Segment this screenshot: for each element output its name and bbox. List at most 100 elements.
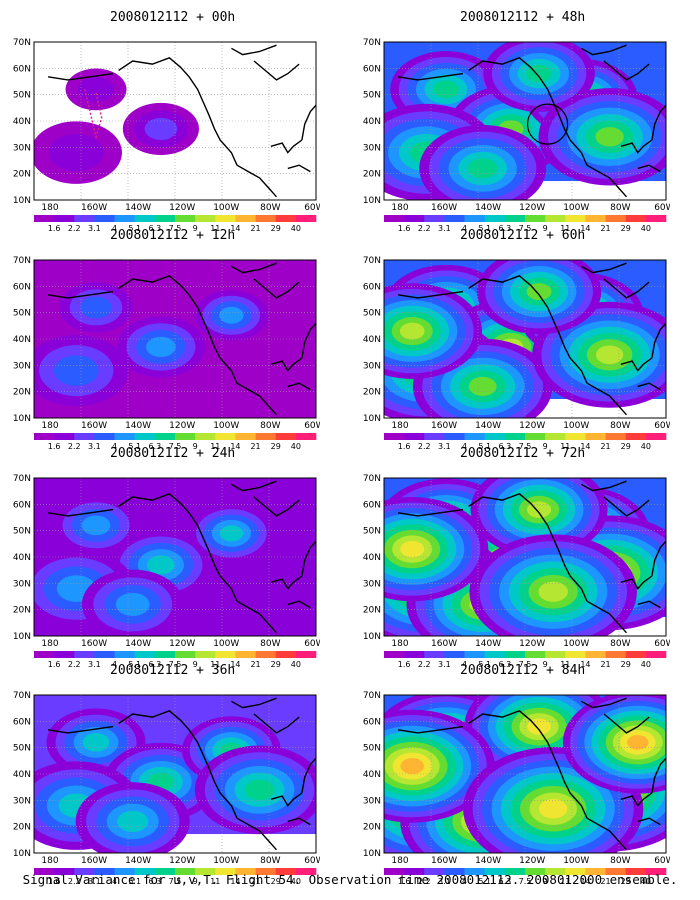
- colorbar-label: 21: [600, 660, 610, 669]
- lon-label: 60W: [304, 639, 320, 649]
- colorbar-label: 40: [641, 660, 651, 669]
- colorbar-swatch: [74, 433, 95, 440]
- colorbar-label: 3.1: [88, 877, 101, 886]
- colorbar-label: 1.6: [48, 660, 61, 669]
- forecast-map-panel: 70N 60N 50N 40N 30N 20N 10N 180 160W 140W 120W 100W…: [363, 691, 670, 886]
- lon-label: 100W: [213, 203, 239, 213]
- lat-label: 70N: [363, 38, 381, 48]
- colorbar-label: 9: [193, 224, 198, 233]
- lat-label: 40N: [13, 117, 31, 127]
- coastline: [397, 480, 666, 634]
- colorbar: 1.6 2.2 3.1 4 5.1 6.3 7.5 9 11 14 21 29 40: [384, 868, 667, 886]
- colorbar-label: 1.6: [398, 660, 411, 669]
- colorbar-swatch: [114, 433, 136, 440]
- lat-label: 20N: [13, 823, 31, 833]
- colorbar-swatch: [74, 651, 95, 658]
- colorbar-label: 29: [271, 442, 281, 451]
- variance-contour: [468, 376, 497, 396]
- colorbar-label: 9: [543, 224, 548, 233]
- colorbar-label: 9: [193, 660, 198, 669]
- forecast-map-panel: 70N 60N 50N 40N 30N 20N 10N 180 160W 140W 120W 100W…: [13, 474, 320, 669]
- lon-label: 80W: [610, 203, 630, 213]
- lat-label: 10N: [363, 196, 381, 206]
- colorbar-label: 7.5: [169, 660, 182, 669]
- colorbar-label: 3.1: [438, 224, 451, 233]
- lat-label: 70N: [13, 38, 31, 48]
- forecast-map-panel: 70N 60N 50N 40N 30N 20N 10N 180 160W 140W 120W 100W…: [13, 256, 320, 451]
- colorbar-label: 4: [112, 442, 117, 451]
- flight-track: [84, 89, 103, 140]
- colorbar-swatch: [114, 868, 136, 875]
- variance-field: [384, 478, 666, 636]
- colorbar-swatch: [404, 651, 425, 658]
- map-frame: [33, 694, 317, 854]
- colorbar-label: 40: [291, 877, 301, 886]
- lat-label: 20N: [363, 606, 381, 616]
- colorbar-swatch: [235, 868, 256, 875]
- variance-contour: [117, 810, 149, 833]
- colorbar-swatch: [585, 433, 606, 440]
- map-grid: [34, 478, 316, 636]
- colorbar-swatch: [295, 215, 317, 222]
- lat-label: 50N: [13, 527, 31, 537]
- lat-label: 10N: [13, 849, 31, 859]
- colorbar-label: 29: [271, 224, 281, 233]
- colorbar-swatch: [134, 651, 156, 658]
- colorbar-swatch: [645, 651, 667, 658]
- colorbar-swatch: [605, 651, 627, 658]
- colorbar-label: 4: [112, 660, 117, 669]
- forecast-map-panel: 70N 60N 50N 40N 30N 20N 10N 180 160W 140W 120W 100W…: [363, 38, 670, 233]
- lat-label: 20N: [363, 388, 381, 398]
- lon-label: 120W: [519, 421, 545, 431]
- panel-title: 2008012112 + 84h: [460, 663, 586, 678]
- lon-label: 100W: [563, 856, 589, 866]
- lon-label: 160W: [431, 856, 457, 866]
- colorbar-label: 3.1: [88, 224, 101, 233]
- colorbar-swatch: [625, 215, 647, 222]
- colorbar-label: 11: [210, 442, 220, 451]
- lon-label: 100W: [563, 639, 589, 649]
- lon-label: 120W: [169, 856, 195, 866]
- colorbar-label: 4: [112, 224, 117, 233]
- colorbar-label: 2.2: [68, 224, 81, 233]
- lon-label: 120W: [169, 639, 195, 649]
- colorbar-label: 3.1: [438, 660, 451, 669]
- colorbar-swatch: [384, 215, 405, 222]
- colorbar-label: 7.5: [519, 442, 532, 451]
- colorbar-swatch: [565, 651, 586, 658]
- colorbar-swatch: [34, 868, 55, 875]
- colorbar-swatch: [275, 868, 297, 875]
- lon-label: 80W: [610, 421, 630, 431]
- colorbar-swatch: [645, 868, 667, 875]
- lon-label: 140W: [475, 421, 501, 431]
- colorbar-swatch: [154, 651, 176, 658]
- lat-label: 60N: [363, 282, 381, 292]
- colorbar-swatch: [585, 215, 606, 222]
- lat-label: 20N: [363, 170, 381, 180]
- colorbar-swatch: [464, 215, 486, 222]
- colorbar-swatch: [625, 868, 647, 875]
- lon-label: 160W: [431, 639, 457, 649]
- colorbar-swatch: [134, 433, 156, 440]
- lon-label: 60W: [654, 639, 670, 649]
- colorbar-swatch: [114, 651, 136, 658]
- lon-label: 120W: [169, 421, 195, 431]
- lat-label: 30N: [13, 361, 31, 371]
- colorbar-swatch: [424, 651, 445, 658]
- lon-label: 80W: [260, 639, 280, 649]
- colorbar-swatch: [175, 651, 196, 658]
- variance-contour: [595, 345, 624, 365]
- lat-label: 10N: [363, 414, 381, 424]
- colorbar-swatch: [525, 215, 546, 222]
- colorbar-label: 21: [600, 877, 610, 886]
- colorbar-swatch: [504, 868, 526, 875]
- lat-label: 60N: [13, 64, 31, 74]
- lat-label: 60N: [13, 500, 31, 510]
- colorbar-swatch: [175, 868, 196, 875]
- colorbar-label: 2.2: [68, 877, 81, 886]
- colorbar-swatch: [545, 433, 566, 440]
- colorbar-swatch: [215, 433, 236, 440]
- lat-label: 40N: [13, 335, 31, 345]
- colorbar-label: 7.5: [519, 660, 532, 669]
- colorbar-label: 21: [250, 660, 260, 669]
